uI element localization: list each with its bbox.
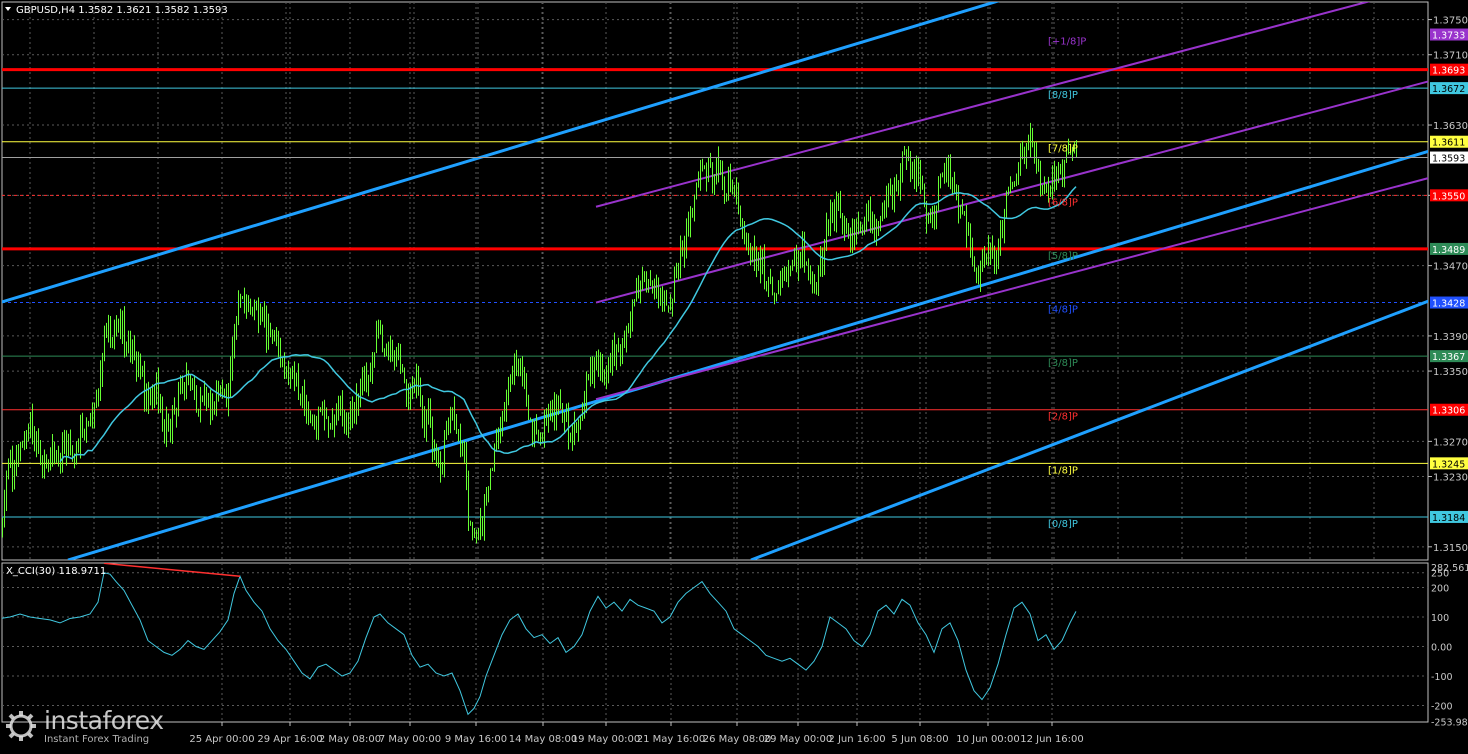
y-axis-tick-label: 1.3230 bbox=[1433, 473, 1468, 484]
murrey-level-label: [8/8]P bbox=[1048, 90, 1078, 101]
price-badge-label: 1.3593 bbox=[1432, 154, 1465, 165]
price-badge bbox=[1430, 189, 1468, 202]
y-axis-tick-label: 1.3470 bbox=[1433, 262, 1468, 273]
price-badge bbox=[1430, 151, 1468, 164]
indicator-plot-frame bbox=[1, 562, 1429, 723]
price-badge bbox=[1430, 350, 1468, 363]
x-axis-tick-label: 12 Jun 16:00 bbox=[1020, 734, 1084, 745]
inner-channel-line bbox=[595, 2, 1371, 208]
x-axis-tick-label: 2 Jun 16:00 bbox=[828, 734, 885, 745]
indicator-axis-label: -200 bbox=[1431, 701, 1453, 712]
inner-channel-line bbox=[595, 80, 1428, 304]
main-plot-frame bbox=[1, 1, 1429, 561]
x-axis-tick-label: 26 May 08:00 bbox=[703, 734, 772, 745]
price-badge bbox=[1430, 457, 1468, 470]
price-badge-label: 1.3367 bbox=[1432, 352, 1465, 363]
x-axis-tick-label: 9 May 16:00 bbox=[445, 734, 507, 745]
murrey-level-label: [3/8]P bbox=[1048, 358, 1078, 369]
price-badge-label: 1.3733 bbox=[1432, 31, 1465, 42]
x-axis-tick-label: 29 Apr 16:00 bbox=[257, 734, 322, 745]
grid-lines bbox=[2, 2, 1428, 722]
instaforex-logo-icon bbox=[6, 711, 36, 741]
murrey-level-label: [4/8]P bbox=[1048, 305, 1078, 316]
indicator-axis-label: 282.5616 bbox=[1431, 563, 1468, 574]
price-badge-label: 1.3306 bbox=[1432, 406, 1465, 417]
x-axis-tick-label: 25 Apr 00:00 bbox=[189, 734, 254, 745]
indicator-title: X_CCI(30) 118.9711 bbox=[6, 566, 106, 577]
main-plot: [+1/8]P [8/8]P [7/8]P [6/8]P [5/8]P [4/8]P [3/… bbox=[2, 2, 1428, 560]
y-axis-tick-label: 1.3350 bbox=[1433, 367, 1468, 378]
murrey-level-label: [0/8]P bbox=[1048, 519, 1078, 530]
x-axis-tick-label: 21 May 16:00 bbox=[637, 734, 706, 745]
indicator-plot bbox=[2, 563, 1077, 716]
price-badge-label: 1.3489 bbox=[1432, 245, 1465, 256]
indicator-axis-label: -253.980 bbox=[1431, 717, 1468, 728]
chart-title: GBPUSD,H4 1.3582 1.3621 1.3582 1.3593 bbox=[16, 5, 228, 16]
price-badge bbox=[1430, 28, 1468, 41]
murrey-level-label: [+1/8]P bbox=[1048, 37, 1086, 48]
price-badge-label: 1.3611 bbox=[1432, 138, 1465, 149]
price-badge-label: 1.3245 bbox=[1432, 459, 1465, 470]
indicator-axis-label: -100 bbox=[1431, 672, 1453, 683]
moving-average-line bbox=[59, 186, 1077, 463]
indicator-axis-label: 200 bbox=[1431, 583, 1449, 594]
price-badge bbox=[1430, 296, 1468, 309]
watermark-tagline: Instant Forex Trading bbox=[44, 733, 150, 745]
y-axis-tick-label: 1.3150 bbox=[1433, 543, 1468, 554]
price-badge bbox=[1430, 242, 1468, 255]
price-badge bbox=[1430, 403, 1468, 416]
x-axis-tick-label: 5 Jun 08:00 bbox=[891, 734, 948, 745]
x-axis-tick-label: 14 May 08:00 bbox=[509, 734, 578, 745]
indicator-axis-label: 100 bbox=[1431, 613, 1449, 624]
chart-menu-icon bbox=[5, 7, 11, 11]
x-axis-tick-label: 29 May 00:00 bbox=[764, 734, 833, 745]
instaforex-watermark: instaforex Instant Forex Trading bbox=[4, 704, 180, 748]
price-badge-label: 1.3428 bbox=[1432, 299, 1465, 310]
watermark-brand: instaforex bbox=[44, 705, 164, 735]
y-axis-tick-label: 1.3630 bbox=[1433, 121, 1468, 132]
price-badge bbox=[1430, 82, 1468, 95]
y-axis-tick-label: 1.3710 bbox=[1433, 51, 1468, 62]
price-badge bbox=[1430, 510, 1468, 523]
regression-channel-line bbox=[750, 299, 1428, 560]
x-axis-tick-label: 19 May 00:00 bbox=[572, 734, 641, 745]
x-axis-tick-label: 10 Jun 00:00 bbox=[956, 734, 1020, 745]
cci-line bbox=[2, 572, 1077, 716]
indicator-axis-label: 250 bbox=[1431, 569, 1449, 580]
murrey-level-label: [5/8]P bbox=[1048, 251, 1078, 262]
murrey-level-label: [7/8]P bbox=[1048, 144, 1078, 155]
x-axis-tick-label: 2 May 08:00 bbox=[319, 734, 381, 745]
x-axis-tick-label: 7 May 00:00 bbox=[379, 734, 441, 745]
y-axis-tick-label: 1.3750 bbox=[1433, 16, 1468, 27]
murrey-level-label: [2/8]P bbox=[1048, 412, 1078, 423]
price-badge-label: 1.3184 bbox=[1432, 513, 1465, 524]
y-axis-tick-label: 1.3390 bbox=[1433, 332, 1468, 343]
price-badge-label: 1.3672 bbox=[1432, 84, 1465, 95]
price-badge bbox=[1430, 63, 1468, 76]
y-axis-tick-label: 1.3270 bbox=[1433, 437, 1468, 448]
price-badge-label: 1.3550 bbox=[1432, 191, 1465, 202]
price-badge bbox=[1430, 135, 1468, 148]
regression-channel-line bbox=[2, 2, 1000, 304]
indicator-axis-label: 0.00 bbox=[1431, 642, 1452, 653]
cci-divergence-line bbox=[103, 563, 241, 578]
price-badge-label: 1.3693 bbox=[1432, 66, 1465, 77]
regression-channel-line bbox=[67, 149, 1428, 560]
murrey-level-label: [1/8]P bbox=[1048, 465, 1078, 476]
murrey-level-label: [6/8]P bbox=[1048, 197, 1078, 208]
inner-channel-line bbox=[595, 177, 1428, 401]
